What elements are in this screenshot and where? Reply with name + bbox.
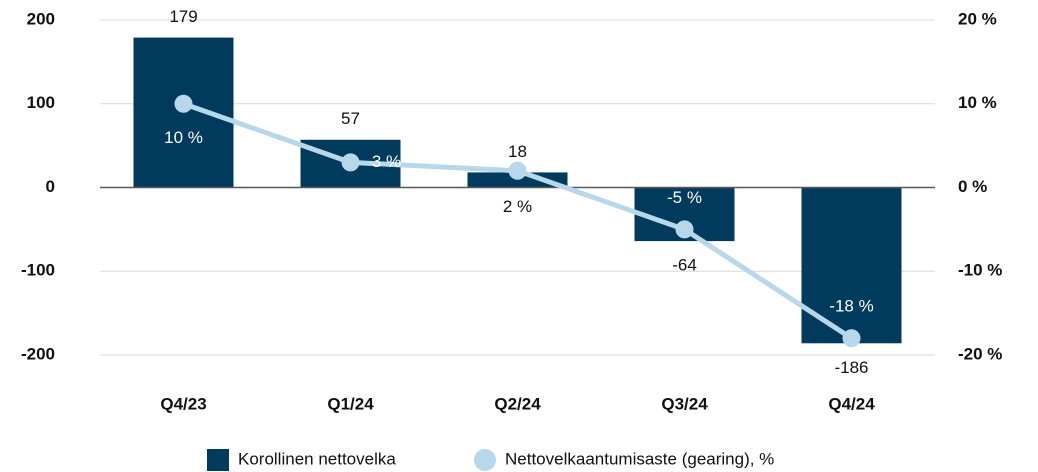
line-point — [341, 153, 360, 172]
bar-value-label: 18 — [508, 142, 527, 161]
y2-tick-label: 20 % — [958, 9, 997, 28]
line-point — [508, 161, 527, 180]
y-tick-label: 200 — [27, 9, 55, 28]
line-value-label: 2 % — [503, 197, 532, 216]
line — [182, 101, 853, 341]
x-tick-label: Q4/24 — [828, 394, 875, 413]
bar — [801, 187, 902, 344]
line-point — [174, 94, 193, 113]
y2-tick-label: 0 % — [958, 177, 987, 196]
bar-value-label: -186 — [834, 358, 868, 377]
y2-tick-label: 10 % — [958, 93, 997, 112]
legend-label: Nettovelkaantumisaste (gearing), % — [505, 449, 774, 468]
line-point — [675, 220, 694, 239]
y-tick-label: 100 — [27, 93, 55, 112]
y-tick-label: -200 — [21, 344, 55, 363]
legend-swatch — [207, 449, 229, 471]
x-tick-label: Q4/23 — [160, 394, 206, 413]
y2-tick-label: -20 % — [958, 344, 1002, 363]
x-tick-label: Q2/24 — [494, 394, 541, 413]
y-tick-label: 0 — [46, 177, 55, 196]
line-point — [842, 329, 861, 348]
y2-tick-label: -10 % — [958, 261, 1002, 280]
legend-swatch — [474, 449, 496, 471]
line-value-label: 10 % — [164, 128, 203, 147]
x-tick-label: Q1/24 — [327, 394, 374, 413]
bar-value-label: 179 — [169, 7, 197, 26]
line-value-label: 3 % — [372, 152, 401, 171]
bar-value-label: 57 — [341, 109, 360, 128]
bar-value-label: -64 — [672, 256, 697, 275]
bar — [467, 172, 568, 188]
y-tick-label: -100 — [21, 261, 55, 280]
legend-label: Korollinen nettovelka — [238, 449, 396, 468]
line-value-label: -5 % — [667, 188, 702, 207]
x-tick-label: Q3/24 — [661, 394, 708, 413]
line-value-label: -18 % — [829, 297, 873, 316]
